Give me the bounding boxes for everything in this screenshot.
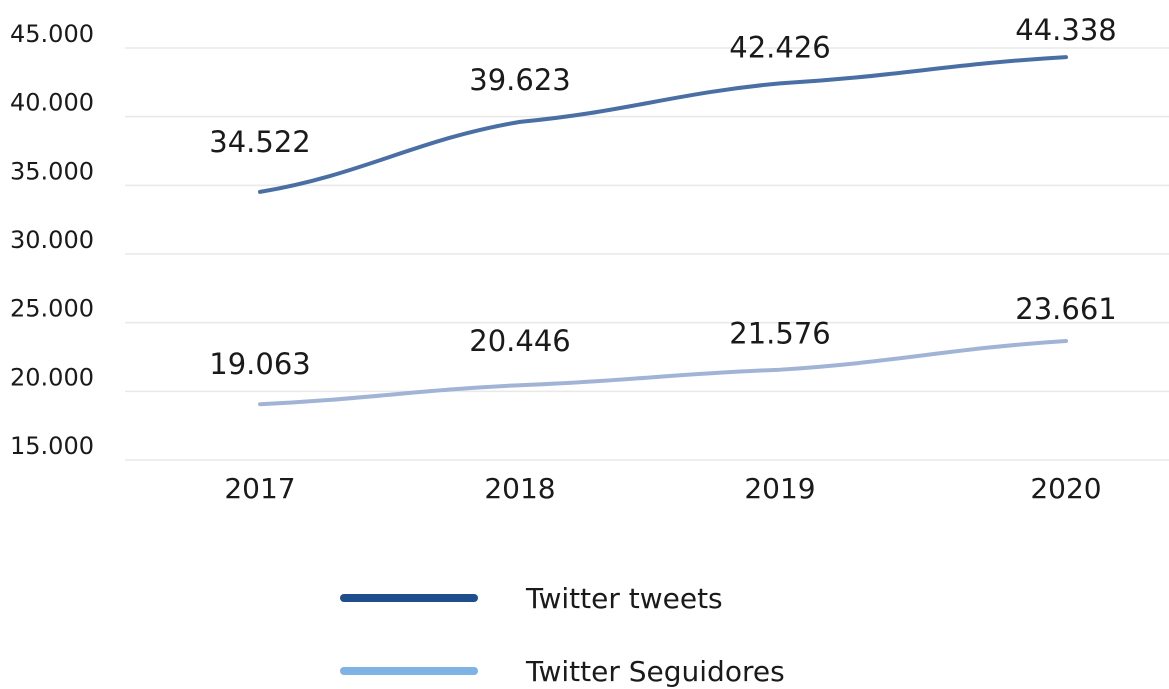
y-tick-label: 20.000 <box>10 363 94 391</box>
data-label: 42.426 <box>729 30 830 64</box>
legend-label: Twitter Seguidores <box>525 655 785 688</box>
y-tick-label: 25.000 <box>10 295 94 323</box>
y-tick-label: 45.000 <box>10 20 94 48</box>
data-label: 23.661 <box>1015 292 1116 326</box>
series-line-twitter-seguidores <box>258 339 1068 407</box>
x-tick-label: 2019 <box>744 472 815 505</box>
data-label: 20.446 <box>469 324 570 358</box>
y-tick-label: 40.000 <box>10 89 94 117</box>
x-tick-label: 2020 <box>1030 472 1101 505</box>
legend: Twitter tweets Twitter Seguidores <box>340 582 785 688</box>
x-tick-label: 2018 <box>484 472 555 505</box>
data-labels: 34.522 39.623 42.426 44.338 19.063 20.446 21.5… <box>209 13 1116 381</box>
y-axis-ticks: 15.000 20.000 25.000 30.000 35.000 40.000 45.0… <box>10 20 94 460</box>
data-label: 39.623 <box>469 63 570 97</box>
y-tick-label: 15.000 <box>10 432 94 460</box>
data-label: 21.576 <box>729 317 830 351</box>
series-lines <box>258 55 1068 407</box>
data-label: 19.063 <box>209 347 310 381</box>
gridlines <box>125 47 1169 461</box>
y-tick-label: 30.000 <box>10 226 94 254</box>
x-axis-ticks: 2017 2018 2019 2020 <box>224 472 1101 505</box>
legend-label: Twitter tweets <box>525 582 723 615</box>
series-line-twitter-tweets <box>258 55 1068 194</box>
y-tick-label: 35.000 <box>10 157 94 185</box>
data-label: 44.338 <box>1015 13 1116 47</box>
x-tick-label: 2017 <box>224 472 295 505</box>
data-label: 34.522 <box>209 125 310 159</box>
